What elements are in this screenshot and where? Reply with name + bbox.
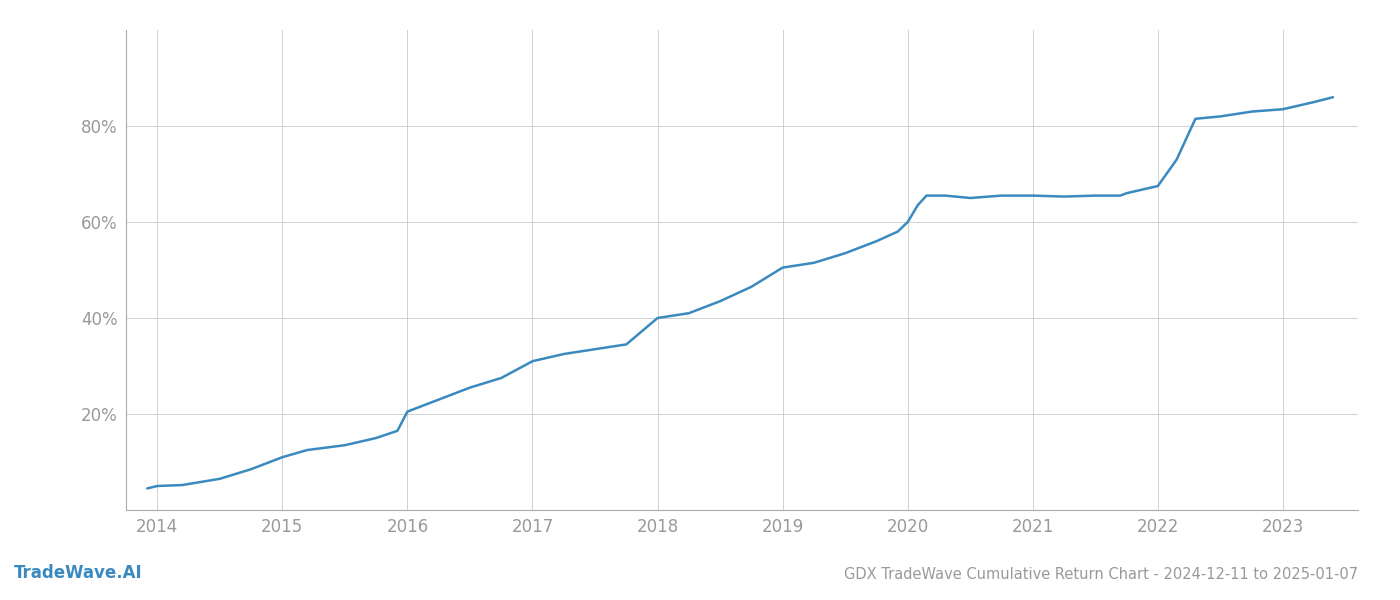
- Text: GDX TradeWave Cumulative Return Chart - 2024-12-11 to 2025-01-07: GDX TradeWave Cumulative Return Chart - …: [844, 567, 1358, 582]
- Text: TradeWave.AI: TradeWave.AI: [14, 564, 143, 582]
